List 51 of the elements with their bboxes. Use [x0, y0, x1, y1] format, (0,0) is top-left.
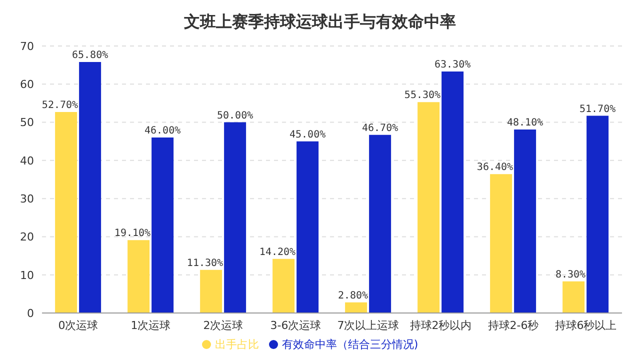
data-label: 14.20% [259, 246, 296, 258]
x-tick-label: 持球2秒以内 [410, 318, 472, 332]
x-tick-label: 持球2-6秒 [488, 318, 539, 332]
bar [128, 240, 150, 313]
data-label: 45.00% [289, 129, 326, 140]
bar [345, 302, 368, 313]
bar [152, 138, 174, 313]
x-tick-label: 2次运球 [203, 318, 244, 332]
bar [490, 174, 512, 313]
data-label: 52.70% [42, 100, 78, 111]
y-tick-label: 40 [20, 154, 34, 168]
data-label: 46.00% [144, 126, 181, 137]
legend-label: 出手占比 [214, 338, 259, 351]
bar [224, 122, 246, 313]
legend-label: 有效命中率（结合三分情况) [282, 338, 418, 351]
bar [200, 270, 222, 313]
data-label: 63.30% [434, 60, 471, 71]
data-label: 46.70% [362, 122, 398, 134]
bar [562, 281, 585, 313]
bar [369, 134, 392, 313]
y-tick-label: 10 [20, 268, 34, 282]
y-tick-label: 20 [20, 230, 34, 244]
data-label: 11.30% [186, 258, 224, 269]
bar [272, 258, 295, 313]
data-label: 65.80% [72, 50, 108, 62]
data-label: 50.00% [216, 110, 254, 122]
x-tick-label: 0次运球 [58, 318, 98, 332]
bar [79, 62, 102, 313]
data-label: 51.70% [579, 104, 616, 115]
data-label: 48.10% [506, 118, 544, 129]
chart-title: 文班上赛季持球运球出手与有效命中率 [183, 11, 457, 33]
data-label: 19.10% [114, 228, 151, 240]
y-tick-label: 70 [20, 40, 34, 53]
x-tick-label: 3-6次运球 [270, 318, 322, 332]
y-tick-label: 30 [20, 192, 34, 206]
x-tick-label: 1次运球 [130, 318, 171, 332]
bar [55, 112, 78, 313]
y-tick-label: 50 [20, 116, 34, 130]
y-tick-label: 0 [27, 306, 34, 320]
data-label: 55.30% [404, 90, 441, 102]
data-label: 36.40% [476, 162, 514, 174]
bar [296, 141, 319, 313]
bar [586, 116, 609, 313]
data-label: 8.30% [555, 269, 586, 280]
bar [514, 130, 536, 313]
x-tick-label: 7次以上运球 [337, 318, 400, 332]
data-label: 2.80% [338, 290, 368, 302]
bar [442, 72, 464, 313]
x-tick-label: 持球6秒以上 [554, 318, 617, 332]
bar [418, 102, 440, 313]
y-tick-label: 60 [20, 78, 34, 92]
